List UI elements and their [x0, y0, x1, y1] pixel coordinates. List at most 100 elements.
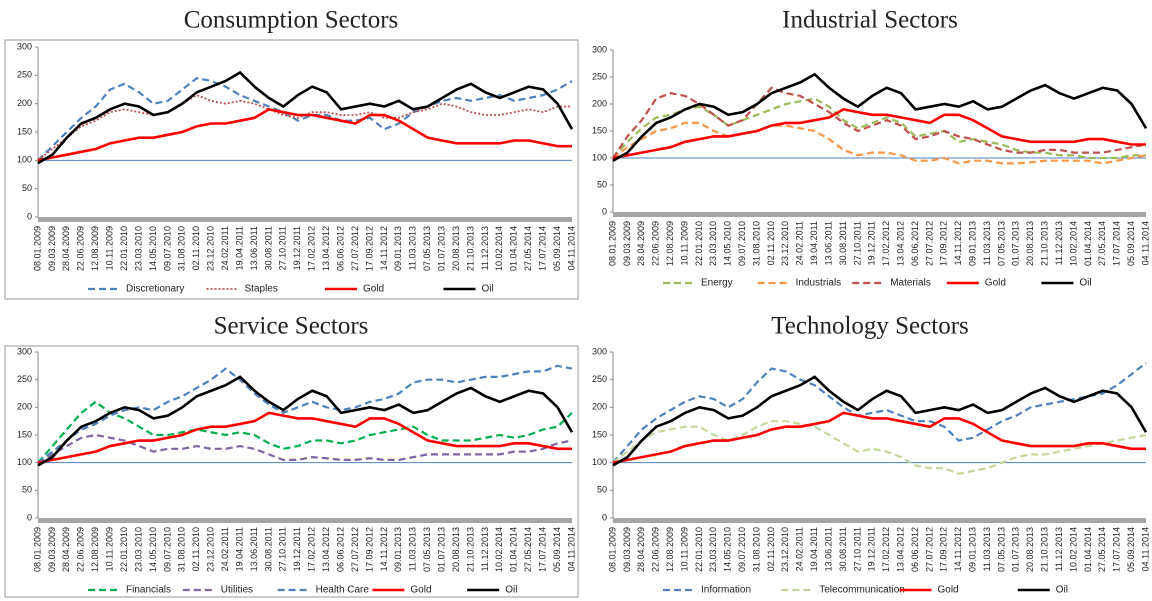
- series-line: [37, 364, 573, 464]
- x-tick-label: 01.04.2014: [509, 226, 519, 271]
- x-tick-label: 09.07.2010: [162, 527, 172, 572]
- x-axis-band: [613, 518, 1146, 523]
- series-line: [612, 375, 1148, 467]
- x-tick-label: 17.07.2014: [1112, 221, 1122, 266]
- x-tick-label: 11.12.2013: [1054, 221, 1064, 265]
- series-line: [612, 86, 1147, 159]
- x-tick-label: 21.10.2013: [465, 226, 475, 271]
- x-tick-label: 28.04.2009: [61, 527, 71, 572]
- series-line: [612, 411, 1146, 464]
- x-tick-label: 24.02.2011: [795, 221, 805, 265]
- x-tick-label: 17.02.2012: [881, 221, 891, 266]
- x-tick-label: 12.08.2009: [90, 226, 100, 271]
- x-tick-label: 17.09.2012: [939, 527, 949, 572]
- y-tick-label: 0: [27, 512, 32, 522]
- x-tick-label: 09.07.2010: [737, 527, 747, 572]
- y-tick-label: 150: [17, 429, 32, 439]
- x-tick-label: 27.07.2012: [350, 527, 360, 572]
- y-tick-label: 300: [17, 346, 32, 356]
- legend-label: Gold: [410, 585, 431, 596]
- y-tick-label: 0: [602, 512, 607, 522]
- series-line: [37, 107, 572, 162]
- x-tick-label: 08.01.2009: [607, 527, 617, 572]
- series-line: [612, 97, 1146, 160]
- x-tick-label: 10.02.2014: [494, 226, 504, 271]
- x-tick-label: 01.07.2013: [436, 226, 446, 271]
- x-tick-label: 01.04.2014: [1083, 527, 1093, 572]
- x-tick-label: 20.08.2013: [1025, 221, 1035, 266]
- x-tick-label: 09.03.2009: [622, 527, 632, 572]
- x-tick-label: 09.01.2013: [393, 226, 403, 271]
- x-tick-label: 14.05.2010: [148, 527, 158, 572]
- x-tick-label: 19.12.2011: [292, 226, 302, 270]
- y-tick-label: 0: [27, 211, 32, 221]
- x-tick-label: 09.07.2010: [737, 221, 747, 266]
- x-axis-band: [38, 518, 572, 523]
- x-tick-label: 11.12.2013: [480, 226, 490, 270]
- chart-title: Technology Sectors: [771, 313, 969, 340]
- x-tick-label: 05.09.2014: [1126, 221, 1136, 266]
- x-tick-label: 30.08.2011: [838, 221, 848, 265]
- series-line: [37, 76, 573, 162]
- x-tick-label: 10.02.2014: [1068, 527, 1078, 572]
- x-tick-label: 24.02.2011: [220, 226, 230, 270]
- x-tick-label: 09.01.2013: [393, 527, 403, 572]
- legend-label: Financials: [126, 585, 171, 596]
- x-tick-label: 19.04.2011: [234, 226, 244, 270]
- x-axis-band: [613, 212, 1146, 217]
- x-tick-label: 31.08.2010: [177, 226, 187, 271]
- x-axis-band: [38, 217, 572, 222]
- x-tick-label: 01.07.2013: [436, 527, 446, 572]
- x-tick-label: 09.03.2009: [622, 221, 632, 266]
- x-tick-label: 10.11.2009: [105, 226, 115, 270]
- x-tick-label: 19.12.2011: [292, 527, 302, 571]
- legend-label: Utilities: [221, 585, 253, 596]
- x-tick-label: 06.06.2012: [910, 527, 920, 572]
- legend-label: Oil: [1079, 278, 1091, 289]
- x-tick-label: 05.09.2014: [1126, 527, 1136, 572]
- panel-border: [4, 39, 579, 300]
- x-tick-label: 22.06.2009: [651, 221, 661, 266]
- x-tick-label: 14.05.2010: [148, 226, 158, 271]
- x-tick-label: 27.10.2011: [278, 226, 288, 270]
- x-tick-label: 21.10.2013: [1040, 221, 1050, 266]
- x-tick-label: 11.03.2013: [982, 527, 992, 571]
- x-tick-label: 13.04.2012: [895, 527, 905, 572]
- x-tick-label: 23.12.2010: [780, 527, 790, 572]
- x-tick-label: 27.10.2011: [852, 527, 862, 571]
- x-tick-label: 17.07.2014: [1112, 527, 1122, 572]
- series-line: [37, 433, 573, 464]
- legend-label: Oil: [505, 585, 517, 596]
- y-tick-label: 0: [602, 206, 607, 216]
- legend-label: Gold: [985, 278, 1006, 289]
- x-tick-label: 30.08.2011: [263, 226, 273, 270]
- x-tick-label: 09.01.2013: [968, 221, 978, 266]
- y-tick-label: 250: [592, 374, 607, 384]
- x-tick-label: 17.07.2014: [538, 527, 548, 572]
- x-tick-label: 23.03.2010: [133, 527, 143, 572]
- x-tick-label: 21.10.2013: [465, 527, 475, 572]
- legend-label: Health Care: [316, 585, 370, 596]
- x-tick-label: 13.06.2011: [249, 527, 259, 571]
- x-tick-label: 04.11.2014: [1140, 221, 1150, 265]
- x-tick-label: 23.12.2010: [206, 226, 216, 271]
- x-tick-label: 24.02.2011: [795, 527, 805, 571]
- x-tick-label: 07.05.2013: [996, 221, 1006, 266]
- x-tick-label: 28.04.2009: [636, 221, 646, 266]
- x-tick-label: 19.12.2011: [867, 527, 877, 571]
- legend-label: Materials: [890, 278, 931, 289]
- x-tick-label: 28.04.2009: [636, 527, 646, 572]
- x-tick-label: 22.01.2010: [694, 527, 704, 572]
- x-tick-label: 22.06.2009: [76, 226, 86, 271]
- y-tick-label: 50: [597, 485, 607, 495]
- x-tick-label: 27.07.2012: [924, 527, 934, 572]
- x-tick-label: 13.04.2012: [321, 527, 331, 572]
- x-tick-label: 22.01.2010: [119, 527, 129, 572]
- x-tick-label: 20.08.2013: [451, 226, 461, 271]
- x-tick-label: 27.10.2011: [852, 221, 862, 265]
- x-tick-label: 11.03.2013: [408, 527, 418, 571]
- x-tick-label: 05.09.2014: [552, 226, 562, 271]
- x-tick-label: 22.01.2010: [694, 221, 704, 266]
- series-line: [37, 400, 573, 464]
- x-tick-label: 17.07.2014: [538, 226, 548, 271]
